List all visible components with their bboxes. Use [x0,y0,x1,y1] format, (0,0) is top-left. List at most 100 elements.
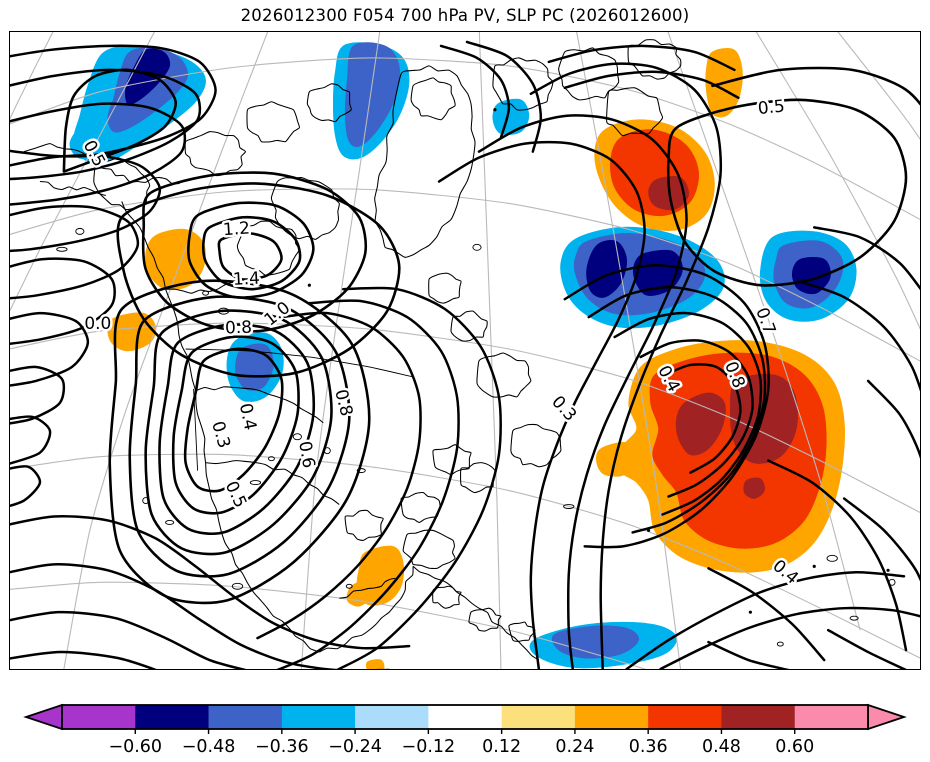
colorbar-tick-label: −0.24 [328,737,382,757]
slp-contour [797,279,920,392]
east-pacific-navy [791,257,831,295]
slp-contour [663,363,742,474]
slp-contour [201,215,302,291]
contour-label-text: 0.5 [757,95,786,118]
colorbar-band-navy[interactable] [135,705,209,729]
island-outline [345,583,353,589]
island-outline [231,582,244,590]
colorbar-band-pink[interactable] [794,705,869,729]
slp-contour [563,70,740,100]
contour-label-halo: 0.0 [84,313,111,333]
colorbar-band-orange-red[interactable] [648,705,722,729]
contour-label-text: 0.6 [295,440,319,470]
southern-royal-streak [551,625,640,659]
graticule-line [10,32,54,120]
coastline [428,272,462,304]
slp-contour [128,295,351,578]
coastline [510,423,562,468]
slp-contour [10,563,390,669]
contour-label-halo: 1.2 [222,217,250,239]
colorbar: −0.60 −0.48 −0.36 −0.24 −0.12 0.12 0.24 0.36 0.4… [0,697,930,759]
slp-contour [625,571,906,669]
slp-contour [563,264,770,549]
slp-contour [336,286,502,669]
contour-label-text: 0.0 [84,313,111,333]
slp-contour [256,311,422,640]
graticule-line [10,57,920,220]
colorbar-tick-label: −0.60 [108,737,162,757]
coastline [23,143,180,185]
colorbar-band-white[interactable] [428,705,503,729]
slp-contour [276,299,460,669]
coastline [374,65,476,258]
graticule-line [478,32,502,669]
contour-label-halo: 0.8 [225,317,253,338]
island-dot [886,568,890,572]
greenland-east-cyan [492,98,530,136]
island-outline [292,433,302,441]
coastline [339,577,396,599]
coastline [236,220,300,276]
contour-label-text: 1.2 [222,217,250,239]
coastline [450,310,488,342]
slp-contour [547,44,736,72]
slp-contour-layer [10,40,920,669]
colorbar-tick-label: 0.60 [775,737,814,757]
slp-contour [842,497,920,582]
graticule-line [10,188,920,362]
island-dot [493,108,497,112]
island-outline [75,227,85,235]
graticule-line [63,32,269,669]
slp-contour [116,182,401,378]
colorbar-band-orange[interactable] [574,705,649,729]
slp-contour [171,335,300,515]
bottom-orange-fleck [365,659,385,669]
colorbar-canvas: −0.60 −0.48 −0.36 −0.24 −0.12 0.12 0.24 0.36 0.4… [23,703,907,757]
colorbar-swatches [23,703,907,731]
colorbar-ticks [134,729,796,734]
graticule-line [10,32,156,312]
slp-contour [10,465,42,508]
slp-contour [639,339,754,498]
contour-label: 0.60.6 [293,437,322,472]
slp-contour [187,201,315,299]
colorbar-tick-label: −0.12 [402,737,456,757]
slp-contour [826,628,907,669]
island-outline [776,641,784,647]
colorbar-band-light-blue[interactable] [355,705,429,729]
coastline [412,565,540,661]
colorbar-band-dark-red[interactable] [721,705,796,729]
graticule-line [10,453,920,659]
map-panel: 0.5 0.5 0.5 0.5 1.2 1.2 1.4 1.4 1.0 1.0 0.0 0.0 0.8 0… [9,31,921,670]
contour-label: 1.21.2 [220,215,253,242]
slp-contour [62,68,177,173]
colorbar-band-royal-blue[interactable] [208,705,283,729]
colorbar-tick-label: 0.48 [702,737,741,757]
island-outline [356,468,366,474]
coastline [432,444,472,476]
contour-label: 0.50.5 [754,93,788,121]
island-dot [307,283,311,287]
coastline [432,585,462,609]
island-dot [748,610,752,614]
slp-contour [812,226,920,291]
slp-contour [707,640,790,669]
contour-label-text: 0.8 [225,317,253,338]
colorbar-band-cyan[interactable] [281,705,356,729]
slp-contour [10,650,157,669]
contour-label-text: 1.4 [232,268,260,289]
slp-contour [10,365,66,425]
graticule-line [755,32,920,330]
slp-contour [108,279,371,605]
alaska-navy-core [125,48,171,105]
colorbar-outline [61,704,869,730]
island-outline [849,615,859,621]
colorbar-band-light-yellow[interactable] [501,705,576,729]
coastline [606,87,664,137]
coastline [344,509,384,541]
coastline [246,101,300,143]
coastline [195,386,324,424]
coastline [410,77,456,121]
colorbar-band-purple[interactable] [62,705,136,729]
graticule-lines [10,32,920,669]
